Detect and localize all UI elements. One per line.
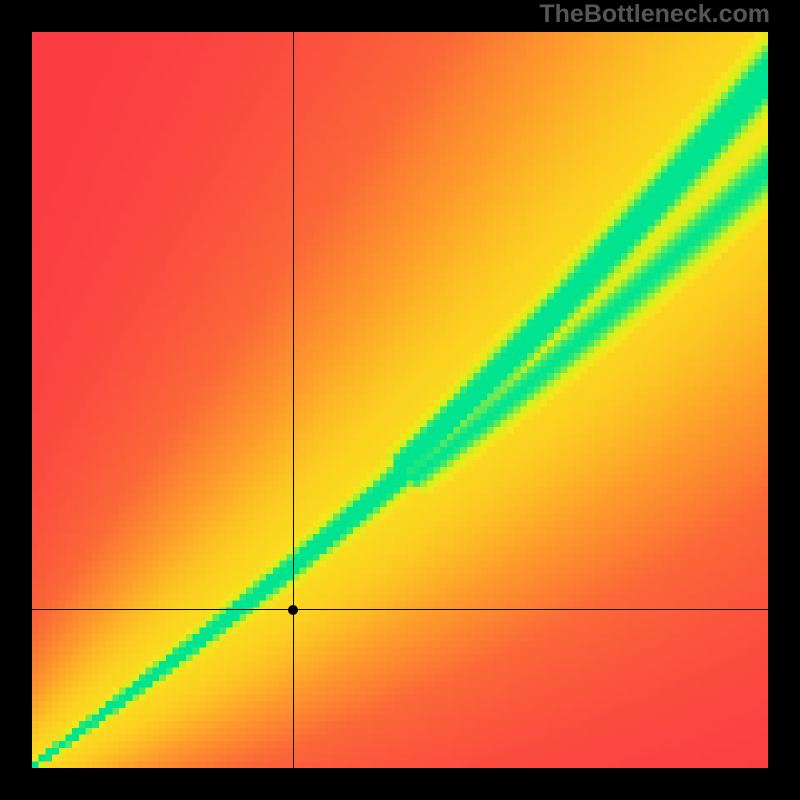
crosshair-horizontal (32, 609, 768, 610)
watermark-text: TheBottleneck.com (539, 0, 770, 29)
heatmap-canvas (32, 32, 768, 768)
crosshair-vertical (293, 32, 294, 768)
chart-container: TheBottleneck.com (0, 0, 800, 800)
crosshair-marker (288, 605, 298, 615)
